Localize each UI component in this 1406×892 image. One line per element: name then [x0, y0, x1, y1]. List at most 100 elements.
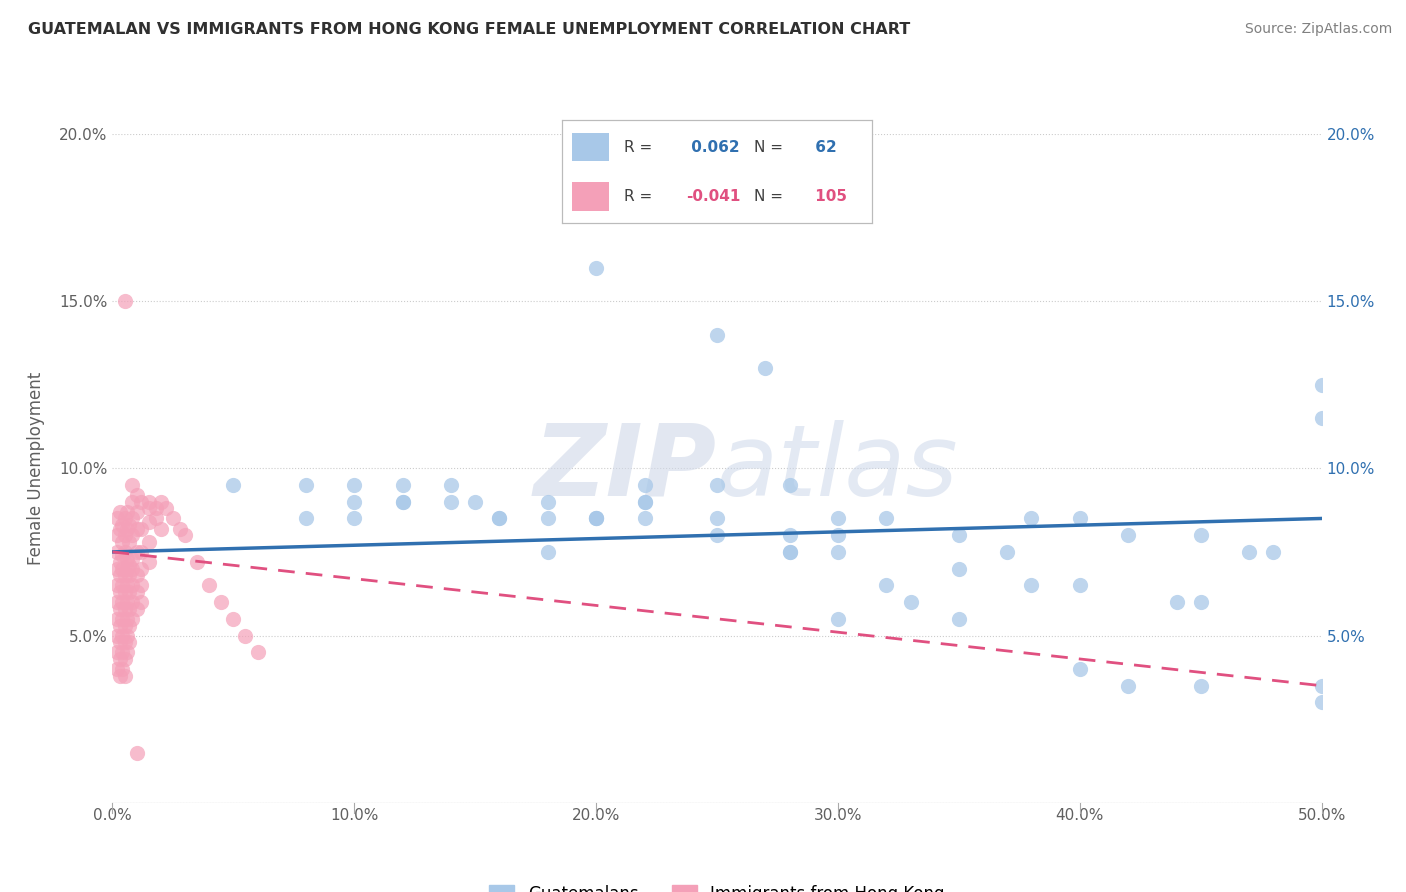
Point [125, 746, 148, 760]
Point [125, 521, 148, 535]
Point [108, 635, 131, 649]
Point [125, 488, 148, 502]
Point [209, 595, 232, 609]
Point [138, 535, 160, 549]
Point [114, 568, 136, 582]
Point [391, 478, 413, 492]
Point [706, 327, 728, 342]
Point [105, 645, 128, 659]
Point [1069, 662, 1091, 676]
Point [114, 545, 136, 559]
Point [115, 578, 138, 592]
Text: atlas: atlas [717, 420, 959, 516]
Point [464, 494, 486, 508]
Point [111, 535, 134, 549]
Point [111, 562, 134, 576]
Legend: Guatemalans, Immigrants from Hong Kong: Guatemalans, Immigrants from Hong Kong [482, 878, 952, 892]
Point [537, 511, 560, 525]
Point [1021, 511, 1043, 525]
Text: 105: 105 [810, 189, 846, 204]
Point [108, 652, 131, 666]
Point [111, 612, 134, 626]
Point [1116, 528, 1139, 542]
Point [121, 511, 143, 525]
Point [114, 635, 136, 649]
Point [1021, 578, 1043, 592]
Point [108, 505, 131, 519]
Point [488, 511, 510, 525]
Point [440, 478, 463, 492]
Point [105, 545, 128, 559]
Point [118, 558, 141, 573]
Point [198, 578, 221, 592]
Point [115, 505, 138, 519]
Point [105, 528, 128, 542]
Point [827, 528, 849, 542]
Point [706, 511, 728, 525]
Point [391, 494, 413, 508]
Point [115, 612, 138, 626]
Text: 62: 62 [810, 139, 837, 154]
Point [114, 602, 136, 616]
Point [1189, 528, 1212, 542]
Point [779, 528, 801, 542]
Point [222, 478, 245, 492]
Text: N =: N = [754, 189, 783, 204]
Point [1166, 595, 1188, 609]
Text: R =: R = [624, 139, 652, 154]
Point [131, 562, 153, 576]
Point [174, 528, 197, 542]
Point [108, 568, 131, 582]
Point [633, 478, 655, 492]
Point [125, 545, 148, 559]
Point [115, 628, 138, 642]
Point [114, 618, 136, 632]
Text: R =: R = [624, 189, 652, 204]
Point [1310, 377, 1333, 392]
Point [1310, 679, 1333, 693]
Point [118, 535, 141, 549]
Point [138, 501, 160, 516]
Point [235, 628, 257, 642]
Point [995, 545, 1018, 559]
Point [585, 511, 607, 525]
Point [1069, 511, 1091, 525]
Point [121, 578, 143, 592]
Point [343, 494, 366, 508]
Point [111, 595, 134, 609]
Point [779, 545, 801, 559]
Point [585, 511, 607, 525]
Point [121, 612, 143, 626]
Point [105, 578, 128, 592]
Point [827, 545, 849, 559]
Text: Source: ZipAtlas.com: Source: ZipAtlas.com [1244, 22, 1392, 37]
Point [108, 555, 131, 569]
Point [162, 511, 184, 525]
Point [149, 494, 172, 508]
Point [343, 478, 366, 492]
Point [105, 628, 128, 642]
Point [706, 528, 728, 542]
Point [948, 562, 970, 576]
Point [121, 562, 143, 576]
Point [149, 521, 172, 535]
Point [125, 602, 148, 616]
Point [118, 602, 141, 616]
Point [1237, 545, 1260, 559]
Point [118, 518, 141, 533]
Point [391, 494, 413, 508]
Point [138, 515, 160, 529]
Point [827, 511, 849, 525]
Text: 0.062: 0.062 [686, 139, 740, 154]
Point [779, 545, 801, 559]
Point [488, 511, 510, 525]
Point [1310, 411, 1333, 425]
FancyBboxPatch shape [572, 182, 609, 211]
Point [1263, 545, 1285, 559]
Point [295, 511, 318, 525]
Point [114, 511, 136, 525]
Point [108, 602, 131, 616]
Point [121, 478, 143, 492]
Point [779, 478, 801, 492]
Text: ZIP: ZIP [534, 420, 717, 516]
